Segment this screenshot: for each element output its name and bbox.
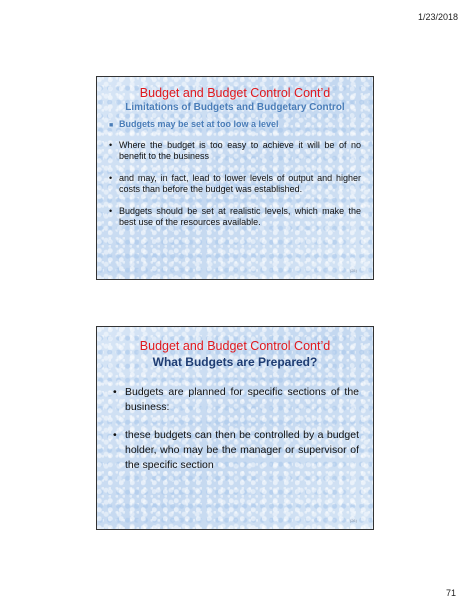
bullet-list: ■ Budgets may be set at too low a level … bbox=[109, 119, 361, 228]
bullet-dot-icon: • bbox=[113, 429, 117, 441]
slide-subtitle: What Budgets are Prepared? bbox=[152, 355, 318, 369]
bullet-item: ■ Budgets may be set at too low a level bbox=[109, 119, 361, 130]
slide-title: Budget and Budget Control Cont’d bbox=[139, 339, 331, 353]
bullet-item: • Where the budget is too easy to achiev… bbox=[109, 140, 361, 162]
page-number: 71 bbox=[445, 588, 456, 598]
bullet-text: Budgets are planned for specific section… bbox=[125, 386, 359, 413]
slide-thumbnail-1: Budget and Budget Control Cont’d Limitat… bbox=[96, 76, 374, 280]
bullet-item: • Budgets should be set at realistic lev… bbox=[109, 206, 361, 228]
bullet-text: Budgets may be set at too low a level bbox=[119, 119, 279, 129]
bullet-square-icon: ■ bbox=[109, 122, 114, 129]
bullet-text: Where the budget is too easy to achieve … bbox=[119, 140, 361, 161]
bullet-list: • Budgets are planned for specific secti… bbox=[113, 385, 359, 473]
bullet-dot-icon: • bbox=[109, 140, 113, 150]
slide-title: Budget and Budget Control Cont’d bbox=[139, 86, 331, 100]
bullet-item: • Budgets are planned for specific secti… bbox=[113, 385, 359, 415]
slide-footer-number: (26) bbox=[349, 518, 357, 523]
bullet-dot-icon: • bbox=[109, 173, 113, 183]
bullet-item: • and may, in fact, lead to lower levels… bbox=[109, 173, 361, 195]
bullet-dot-icon: • bbox=[113, 386, 117, 398]
bullet-text: these budgets can then be controlled by … bbox=[125, 429, 359, 471]
slide-subtitle: Limitations of Budgets and Budgetary Con… bbox=[125, 102, 345, 113]
slide-thumbnail-2: Budget and Budget Control Cont’d What Bu… bbox=[96, 326, 374, 530]
bullet-text: and may, in fact, lead to lower levels o… bbox=[119, 173, 361, 194]
slide-footer-number: (25) bbox=[349, 268, 357, 273]
page-date: 1/23/2018 bbox=[417, 12, 458, 22]
bullet-text: Budgets should be set at realistic level… bbox=[119, 206, 361, 227]
bullet-dot-icon: • bbox=[109, 206, 113, 216]
bullet-item: • these budgets can then be controlled b… bbox=[113, 428, 359, 473]
